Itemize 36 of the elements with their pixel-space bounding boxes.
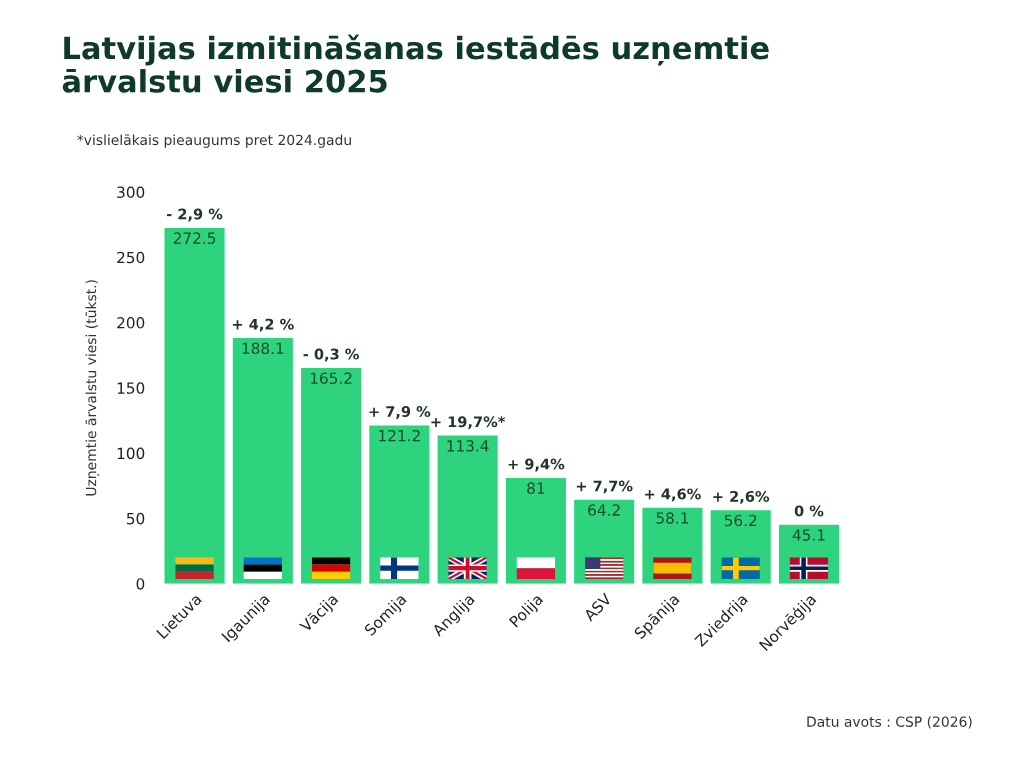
annotation: + 7,7% — [576, 480, 633, 494]
annotation: - 0,3 % — [303, 348, 359, 362]
annotation: + 2,6% — [713, 490, 770, 504]
bar — [164, 227, 225, 584]
chart-title: Latvijas izmitināšanas iestādēs uzņemtie ārvalstu viesi 2025 — [62, 34, 769, 93]
annotation: + 4,6% — [645, 488, 701, 502]
annotation: + 4,2 % — [232, 318, 294, 332]
annotation: - 2,9 % — [167, 208, 223, 222]
y-tick-label: 100 — [117, 447, 145, 460]
data-label: 188.1 — [242, 342, 284, 355]
data-label: 56.2 — [724, 514, 757, 527]
annotation: + 19,7%* — [431, 416, 506, 430]
y-tick-label: 50 — [127, 512, 145, 525]
data-label: 121.2 — [379, 429, 420, 442]
y-tick-label: 250 — [117, 251, 145, 264]
y-tick-label: 0 — [136, 578, 145, 590]
data-label: 272.5 — [173, 232, 216, 244]
y-axis-title: Uzņemtie ārvalstu viesi (tūkst.) — [85, 280, 100, 496]
y-tick-label: 300 — [117, 186, 145, 199]
y-tick-label: 150 — [117, 382, 145, 394]
text: Datu avots : CSP (2026) — [807, 716, 972, 729]
data-label: 81 — [527, 482, 545, 494]
bar — [232, 338, 293, 584]
bar — [369, 425, 430, 584]
bar — [437, 435, 498, 584]
y-tick-label: 200 — [117, 317, 145, 329]
chart-subtitle: *vislielākais pieaugums pret 2024.gadu — [77, 134, 351, 148]
annotation: 0 % — [794, 505, 824, 517]
data-label: 64.2 — [588, 504, 620, 516]
data-label: 165.2 — [310, 372, 352, 384]
data-label: 113.4 — [447, 440, 489, 452]
bar — [301, 367, 362, 584]
data-label: 58.1 — [656, 512, 689, 524]
data-label: 45.1 — [792, 529, 825, 541]
annotation: + 7,9 % — [369, 406, 431, 419]
annotation: + 9,4% — [508, 458, 565, 472]
